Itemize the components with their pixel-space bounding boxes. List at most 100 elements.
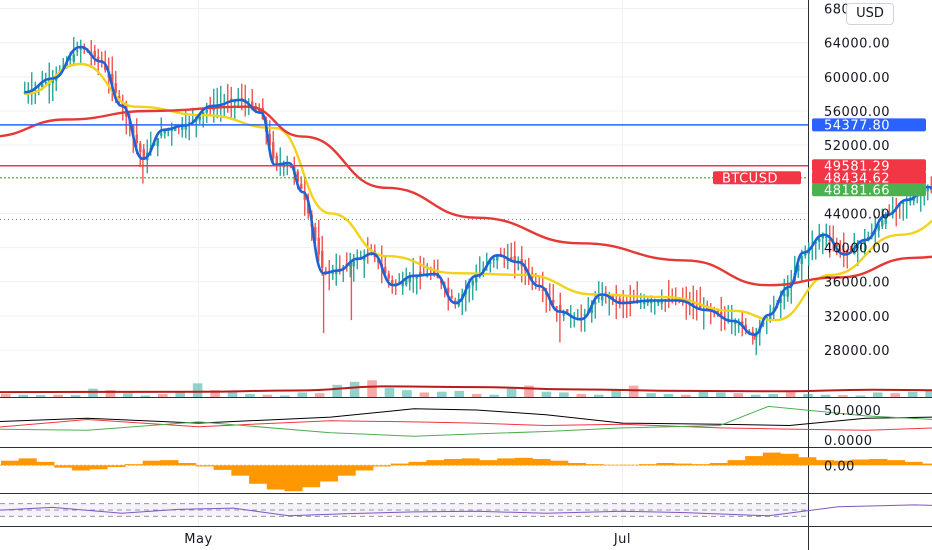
- volume-bar: [210, 390, 220, 397]
- histogram-bar: [922, 463, 932, 466]
- candle-body: [590, 306, 593, 314]
- volume-bar: [18, 394, 29, 397]
- candle-body: [884, 216, 887, 224]
- candle-body: [510, 257, 513, 260]
- candle-body: [317, 237, 320, 255]
- price-tag-background: [812, 183, 926, 197]
- candle-body: [454, 300, 457, 303]
- candle-body: [433, 270, 436, 275]
- candle-body: [566, 309, 569, 315]
- candle-body: [881, 220, 884, 227]
- histogram-bar: [1, 460, 20, 466]
- volume-bar: [716, 392, 726, 397]
- volume-pane: [0, 380, 932, 397]
- histogram-bar: [107, 465, 126, 468]
- time-axis[interactable]: MayJulSepNov: [184, 532, 932, 547]
- candle-body: [181, 125, 184, 130]
- candle-body: [349, 263, 352, 267]
- volume-bar: [733, 393, 744, 397]
- histogram-bar: [373, 465, 392, 467]
- candle-body: [97, 57, 100, 60]
- candle-body: [415, 275, 418, 279]
- histogram-bar: [762, 452, 781, 466]
- histogram-bar: [727, 460, 746, 466]
- volume-bar: [402, 390, 412, 397]
- candle-body: [163, 129, 166, 134]
- histogram-bar: [337, 465, 356, 476]
- volume-bar: [262, 394, 273, 397]
- candle-body: [51, 78, 54, 84]
- volume-bar: [541, 391, 552, 397]
- histogram-bar: [443, 458, 462, 466]
- indicator-1-line: [0, 418, 932, 431]
- rsi-band: [0, 503, 808, 517]
- candle-body: [821, 235, 824, 239]
- candle-body: [783, 293, 786, 297]
- candle-body: [401, 280, 404, 287]
- histogram-bar: [638, 464, 657, 466]
- candle-body: [111, 73, 114, 85]
- volume-bar: [192, 383, 203, 397]
- volume-bar: [297, 392, 308, 397]
- candle-body: [734, 322, 737, 325]
- symbol-tag-background: [713, 171, 801, 185]
- volume-bar: [140, 395, 151, 397]
- candle-body: [492, 258, 495, 261]
- price-tick-label: 60000.00: [824, 71, 890, 86]
- candle-body: [258, 109, 261, 112]
- price-tag-background: [812, 159, 926, 173]
- price-tag-label: 49581.29: [824, 159, 890, 174]
- volume-bar: [576, 393, 587, 397]
- candle-body: [618, 298, 621, 302]
- histogram-bar: [284, 465, 303, 492]
- candle-body: [779, 298, 782, 304]
- histogram-bar: [302, 465, 321, 488]
- candle-body: [251, 101, 254, 108]
- indicator-pane-1: [0, 405, 932, 437]
- volume-bar: [593, 394, 604, 397]
- histogram-bar: [585, 464, 604, 466]
- candle-body: [650, 300, 653, 304]
- candle-body: [114, 83, 117, 93]
- histogram-bar: [532, 458, 551, 466]
- candle-body: [471, 280, 474, 286]
- price-series: [0, 37, 932, 356]
- price-tick-label: 64000.00: [824, 37, 890, 52]
- histogram-bar: [142, 460, 161, 466]
- histogram-bar: [231, 465, 250, 476]
- histogram-bar: [36, 461, 55, 466]
- candle-body: [419, 271, 422, 276]
- histogram-bar: [692, 464, 711, 466]
- candle-body: [877, 224, 880, 231]
- indicator-pane-2: [0, 452, 932, 492]
- candle-body: [849, 249, 852, 251]
- candle-body: [853, 247, 856, 255]
- volume-bar: [559, 392, 569, 397]
- candle-body: [744, 324, 747, 329]
- price-tick-label: 44000.00: [824, 207, 890, 222]
- histogram-bar: [816, 460, 835, 466]
- candle-body: [769, 312, 772, 321]
- candle-body: [601, 294, 604, 301]
- candle-body: [559, 304, 562, 312]
- candle-body: [275, 155, 278, 165]
- currency-button[interactable]: USD: [846, 3, 894, 25]
- price-tick-label: 32000.00: [824, 310, 890, 325]
- candle-body: [331, 271, 334, 274]
- candle-body: [552, 299, 555, 304]
- candle-body: [44, 81, 47, 84]
- volume-ma-line: [0, 385, 932, 394]
- candle-body: [468, 285, 471, 289]
- histogram-bar: [426, 460, 445, 466]
- candle-body: [475, 276, 478, 283]
- candle-body: [139, 143, 142, 153]
- histogram-bar: [514, 457, 533, 466]
- histogram-bar: [178, 463, 197, 466]
- price-tick-label: 56000.00: [824, 105, 890, 120]
- price-tick-label: 36000.00: [824, 276, 890, 291]
- volume-bar: [855, 395, 866, 397]
- histogram-bar: [160, 460, 179, 466]
- histogram-bar: [550, 460, 569, 466]
